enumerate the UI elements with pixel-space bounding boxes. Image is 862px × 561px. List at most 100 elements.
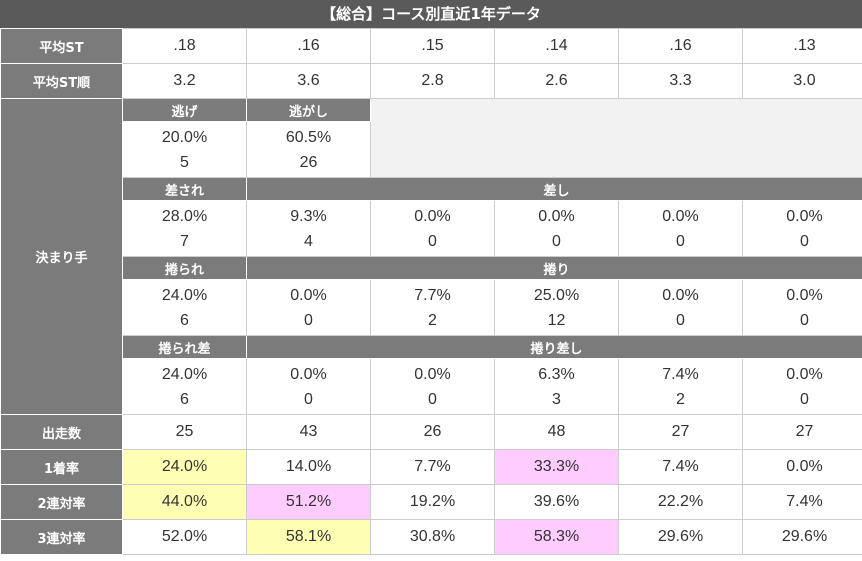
kimarite-cell: 25.0% 12 bbox=[494, 279, 619, 336]
count: 6 bbox=[180, 311, 189, 329]
stat-cell: 58.1% bbox=[246, 519, 371, 555]
kimarite-cell: 0.0% 0 bbox=[370, 200, 495, 257]
rate: 24.0% bbox=[161, 286, 208, 304]
stat-cell: 7.4% bbox=[618, 449, 743, 485]
stat-cell: .15 bbox=[370, 28, 495, 64]
rate: 9.3% bbox=[290, 207, 327, 225]
kimarite-value-row: 24.0% 6 0.0% 0 7.7% 2 25.0% 12 0.0% 0 0.0% 0 bbox=[1, 279, 862, 336]
kimarite-header: 差し bbox=[246, 177, 862, 201]
kimarite-header-row: 差され 差し bbox=[1, 177, 862, 201]
count: 4 bbox=[304, 232, 313, 250]
count: 5 bbox=[180, 153, 189, 171]
count: 6 bbox=[180, 390, 189, 408]
count: 0 bbox=[304, 311, 313, 329]
rate: 6.3% bbox=[538, 365, 575, 383]
stat-cell: 27 bbox=[618, 414, 743, 450]
stat-cell: 33.3% bbox=[494, 449, 619, 485]
stat-cell: 39.6% bbox=[494, 484, 619, 520]
stat-cell: 48 bbox=[494, 414, 619, 450]
row-label: 2連対率 bbox=[0, 484, 123, 520]
rate: 7.7% bbox=[414, 286, 451, 304]
kimarite-cell: 0.0% 0 bbox=[618, 200, 743, 257]
kimarite-cell: 20.0% 5 bbox=[122, 121, 247, 178]
stat-row: 平均ST .18.16.15.14.16.13 bbox=[0, 28, 862, 64]
rate: 25.0% bbox=[533, 286, 580, 304]
count: 0 bbox=[800, 390, 809, 408]
stat-cell: 19.2% bbox=[370, 484, 495, 520]
stat-cell: .16 bbox=[618, 28, 743, 64]
stat-cell: .14 bbox=[494, 28, 619, 64]
course-table: 平均ST .18.16.15.14.16.13 平均ST順 3.2 3.6 2.8 2.6 3… bbox=[0, 28, 862, 555]
rate: 0.0% bbox=[290, 365, 327, 383]
kimarite-cell: 7.7% 2 bbox=[370, 279, 495, 336]
rate: 0.0% bbox=[786, 365, 823, 383]
kimarite-cell: 0.0% 0 bbox=[742, 279, 862, 336]
count: 12 bbox=[547, 311, 566, 329]
stat-cell: 29.6% bbox=[618, 519, 743, 555]
stat-row: 出走数 25 43 26 48 27 27 bbox=[0, 414, 862, 450]
rate: 0.0% bbox=[786, 207, 823, 225]
stat-cell: 14.0% bbox=[246, 449, 371, 485]
kimarite-cell: 0.0% 0 bbox=[742, 200, 862, 257]
kimarite-header: 捲り bbox=[246, 256, 862, 280]
stat-cell: .18 bbox=[122, 28, 247, 64]
row-label: 平均ST bbox=[0, 28, 123, 64]
count: 2 bbox=[428, 311, 437, 329]
kimarite-header-row: 捲られ 捲り bbox=[1, 256, 862, 280]
kimarite-cell: 0.0% 0 bbox=[246, 279, 371, 336]
kimarite-header-row: 捲られ差 捲り差し bbox=[1, 335, 862, 359]
row-label: 出走数 bbox=[0, 414, 123, 450]
kimarite-cell: 0.0% 0 bbox=[370, 358, 495, 415]
empty-cell bbox=[370, 98, 862, 178]
stat-cell: 3.6 bbox=[246, 63, 371, 99]
stat-cell: 43 bbox=[246, 414, 371, 450]
stat-cell: 25 bbox=[122, 414, 247, 450]
stat-cell: 51.2% bbox=[246, 484, 371, 520]
stat-row: 1着率 24.0% 14.0% 7.7% 33.3% 7.4% 0.0% bbox=[0, 449, 862, 485]
kimarite-cell: 9.3% 4 bbox=[246, 200, 371, 257]
stat-cell: 2.6 bbox=[494, 63, 619, 99]
count: 2 bbox=[676, 390, 685, 408]
kimarite-cell: 0.0% 0 bbox=[246, 358, 371, 415]
count: 0 bbox=[676, 311, 685, 329]
row-label: 3連対率 bbox=[0, 519, 123, 555]
rate: 0.0% bbox=[786, 286, 823, 304]
stat-cell: .13 bbox=[742, 28, 862, 64]
stat-cell: .16 bbox=[246, 28, 371, 64]
stat-cell: 30.8% bbox=[370, 519, 495, 555]
title: 【総合】コース別直近1年データ bbox=[0, 0, 862, 28]
kimarite-value-row: 24.0% 6 0.0% 0 0.0% 0 6.3% 3 7.4% 2 0.0% 0 bbox=[1, 358, 862, 415]
rate: 0.0% bbox=[414, 207, 451, 225]
count: 0 bbox=[428, 232, 437, 250]
rate: 20.0% bbox=[161, 128, 208, 146]
kimarite-header: 差され bbox=[122, 177, 247, 201]
rate: 0.0% bbox=[662, 207, 699, 225]
stat-cell: 2.8 bbox=[370, 63, 495, 99]
kimarite-cell: 0.0% 0 bbox=[742, 358, 862, 415]
stat-cell: 24.0% bbox=[122, 449, 247, 485]
rate: 0.0% bbox=[290, 286, 327, 304]
kimarite-cell: 6.3% 3 bbox=[494, 358, 619, 415]
kimarite-header: 捲り差し bbox=[246, 335, 862, 359]
stat-cell: 29.6% bbox=[742, 519, 862, 555]
count: 7 bbox=[180, 232, 189, 250]
kimarite-cell: 0.0% 0 bbox=[494, 200, 619, 257]
stat-cell: 0.0% bbox=[742, 449, 862, 485]
row-label: 平均ST順 bbox=[0, 63, 123, 99]
stat-cell: 22.2% bbox=[618, 484, 743, 520]
count: 0 bbox=[552, 232, 561, 250]
kimarite-cell: 0.0% 0 bbox=[618, 279, 743, 336]
stat-cell: 3.0 bbox=[742, 63, 862, 99]
stat-cell: 27 bbox=[742, 414, 862, 450]
stat-cell: 26 bbox=[370, 414, 495, 450]
rate: 28.0% bbox=[161, 207, 208, 225]
rate: 24.0% bbox=[161, 365, 208, 383]
row-label: 1着率 bbox=[0, 449, 123, 485]
count: 26 bbox=[299, 153, 318, 171]
kimarite-cell: 7.4% 2 bbox=[618, 358, 743, 415]
rate: 0.0% bbox=[538, 207, 575, 225]
count: 0 bbox=[676, 232, 685, 250]
kimarite-cell: 60.5% 26 bbox=[246, 121, 371, 178]
stat-row: 2連対率 44.0% 51.2% 19.2% 39.6% 22.2% 7.4% bbox=[0, 484, 862, 520]
kimarite-value-row: 20.0% 5 60.5% 26 bbox=[1, 121, 862, 178]
